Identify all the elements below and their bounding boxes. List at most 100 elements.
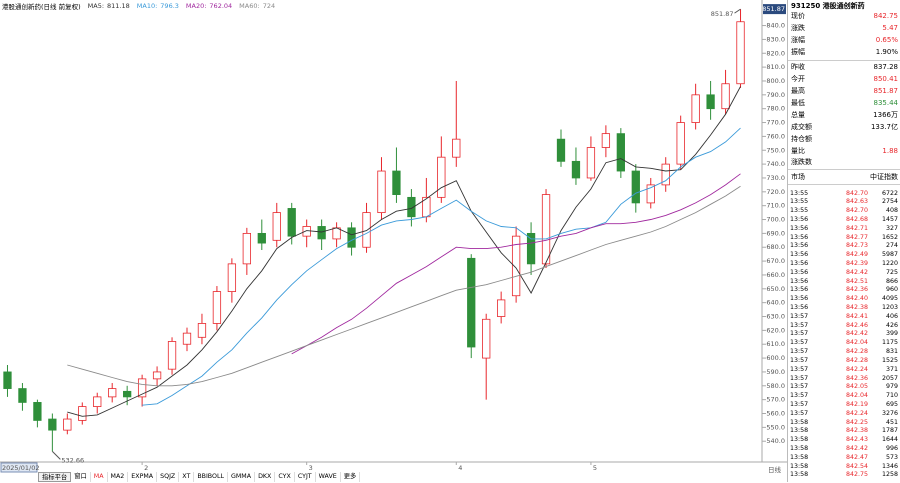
toolbar-tab[interactable]: XT	[179, 472, 195, 482]
candle-body	[63, 418, 72, 431]
trade-cell: 842.39	[845, 259, 868, 267]
trade-cell: 842.05	[845, 383, 868, 391]
trade-cell: 426	[885, 321, 898, 329]
y-tick-label: 640.0	[766, 299, 785, 307]
y-tick-label: 740.0	[766, 160, 785, 168]
trade-row: 13:57 842.04 710	[790, 391, 898, 400]
quote-row: 总量 1366万	[791, 110, 898, 121]
chart: 540.0 550.0 560.0 570.0 580.0 590.0 600.0 610.0…	[0, 0, 787, 474]
toolbar-tab[interactable]: MA2	[108, 472, 129, 482]
trade-cell: 13:58	[790, 444, 809, 452]
quote-label: 量比	[791, 147, 805, 155]
toolbar-tab[interactable]: EXPMA	[128, 472, 158, 482]
legend-value: 724	[262, 2, 276, 10]
trade-cell: 842.36	[845, 286, 868, 294]
quote-value: 842.75	[873, 12, 899, 20]
toolbar-tab[interactable]: WAVE	[316, 472, 341, 482]
trade-cell: 573	[885, 453, 898, 461]
candle-body	[646, 184, 655, 204]
trade-cell: 13:56	[790, 259, 809, 267]
trade-cell: 842.40	[845, 295, 868, 303]
trade-cell: 1457	[881, 215, 898, 223]
trade-cell: 1525	[881, 356, 898, 364]
trade-cell: 371	[885, 365, 898, 373]
trade-cell: 13:58	[790, 453, 809, 461]
candle-body	[511, 235, 521, 297]
y-tick-label: 820.0	[766, 49, 785, 57]
trade-cell: 13:57	[790, 400, 809, 408]
toolbar-tab[interactable]: MA	[91, 472, 108, 482]
candle-body	[377, 170, 386, 214]
trade-cell: 13:57	[790, 392, 809, 400]
trade-cell: 710	[885, 392, 898, 400]
trade-cell: 842.54	[845, 462, 868, 470]
toolbar-tab[interactable]: GMMA	[228, 472, 256, 482]
trade-cell: 13:55	[790, 198, 809, 206]
trade-cell: 1175	[881, 339, 898, 347]
y-marker-box	[763, 4, 786, 15]
toolbar-tab[interactable]: SQJZ	[157, 472, 180, 482]
trade-cell: 842.47	[845, 453, 868, 461]
quote-label: 涨幅	[791, 36, 805, 44]
candle-body	[721, 83, 730, 110]
trade-cell: 13:57	[790, 330, 809, 338]
toolbar-tab[interactable]: 窗口	[71, 472, 91, 482]
x-tick-label: 2025/01/02	[2, 464, 39, 472]
high-label: 851.87	[711, 10, 734, 18]
candle-body	[706, 94, 715, 110]
trade-cell: 13:57	[790, 365, 809, 373]
candle-body	[227, 263, 237, 292]
y-tick-label: 660.0	[766, 271, 785, 279]
trade-cell: 842.25	[845, 418, 868, 426]
trade-row: 13:55 842.70 408	[790, 206, 898, 215]
trade-row: 13:56 842.42 725	[790, 268, 898, 277]
quote-row: 持仓额	[791, 134, 898, 145]
legend-name: MA10:	[136, 2, 158, 10]
trade-cell: 13:56	[790, 215, 809, 223]
y-tick-label: 840.0	[766, 22, 785, 30]
candle-body	[676, 122, 685, 165]
trade-row: 13:58 842.75 1258	[790, 470, 898, 479]
trade-row: 13:56 842.36 960	[790, 285, 898, 294]
trade-cell: 13:56	[790, 286, 809, 294]
quote-value: 5.47	[882, 24, 898, 32]
candle-body	[257, 232, 266, 244]
trade-cell: 979	[885, 383, 898, 391]
toolbar-tab[interactable]: 更多	[341, 472, 361, 482]
trade-cell: 842.71	[845, 224, 868, 232]
trade-row: 13:56 842.77 1652	[790, 233, 898, 242]
quote-row: 涨跌数	[791, 157, 898, 168]
panel-title: 931250 港股通创新药	[791, 1, 865, 10]
toolbar-tab[interactable]: CYJT	[295, 472, 316, 482]
trade-cell: 13:57	[790, 348, 809, 356]
trade-cell: 842.41	[845, 312, 868, 320]
trade-row: 13:57 842.24 3276	[790, 409, 898, 418]
period-label: 日线	[768, 465, 782, 474]
y-tick-label: 830.0	[766, 35, 785, 43]
trade-cell: 2754	[881, 198, 898, 206]
trade-cell: 13:56	[790, 268, 809, 276]
trade-cell: 842.46	[845, 321, 868, 329]
toolbar-tab[interactable]: DKX	[255, 472, 276, 482]
trade-cell: 996	[885, 444, 898, 452]
toolbar-tab[interactable]: 指标平台	[38, 472, 72, 482]
trade-cell: 13:57	[790, 356, 809, 364]
trades-header-cell: 中证指数	[870, 172, 898, 181]
candle-body	[317, 226, 326, 240]
x-label-box	[0, 462, 38, 473]
quote-row: 现价 842.75	[791, 11, 898, 22]
quote-row: 今开 850.41	[791, 74, 898, 85]
toolbar-tab[interactable]: BBIBOLL	[194, 472, 228, 482]
toolbar: 指标平台 窗口 MA MA2 EXPMA SQJZ XT BBIBOLL GMMA DKX CYX C…	[38, 472, 361, 482]
quote-label: 总量	[791, 111, 805, 119]
y-tick-label: 730.0	[766, 174, 785, 182]
chart-legend: 港股通创新药(日线 前复权) MA5: 811.18 MA10: 796.3 MA20:…	[2, 0, 275, 12]
toolbar-tab[interactable]: CYX	[275, 472, 295, 482]
trade-cell: 842.28	[845, 348, 868, 356]
quote-label: 涨跌数	[791, 158, 812, 166]
quote-label: 振幅	[791, 48, 805, 56]
x-tick-label: 2	[144, 464, 148, 472]
trade-row: 13:56 842.40 4095	[790, 294, 898, 303]
quote-label: 现价	[791, 12, 805, 20]
trade-row: 13:58 842.42 996	[790, 444, 898, 453]
